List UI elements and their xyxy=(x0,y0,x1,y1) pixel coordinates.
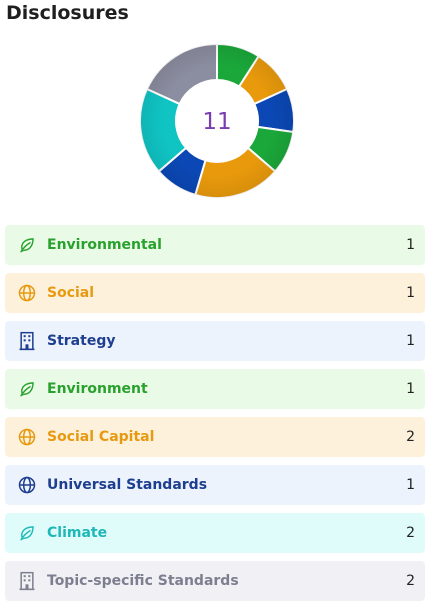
globe-icon xyxy=(17,283,37,303)
category-row[interactable]: Universal Standards 1 xyxy=(5,465,425,505)
category-label: Topic-specific Standards xyxy=(47,573,239,589)
category-label: Environmental xyxy=(47,237,162,253)
leaf-icon xyxy=(17,379,37,399)
building-icon xyxy=(17,331,37,351)
category-label: Climate xyxy=(47,525,108,541)
category-list: Environmental 1 Social 1 Strategy 1 Environmen… xyxy=(5,225,425,609)
category-count: 1 xyxy=(406,237,415,253)
category-row[interactable]: Environment 1 xyxy=(5,369,425,409)
category-count: 2 xyxy=(406,429,415,445)
category-label: Social Capital xyxy=(47,429,155,445)
category-label: Universal Standards xyxy=(47,477,208,493)
category-count: 1 xyxy=(406,285,415,301)
donut-chart-svg xyxy=(139,42,295,199)
category-row[interactable]: Climate 2 xyxy=(5,513,425,553)
category-row[interactable]: Social 1 xyxy=(5,273,425,313)
category-count: 1 xyxy=(406,381,415,397)
building-icon xyxy=(17,571,37,591)
category-row[interactable]: Environmental 1 xyxy=(5,225,425,265)
category-count: 2 xyxy=(406,573,415,589)
total-count: 11 xyxy=(202,109,232,135)
donut-hole xyxy=(176,80,258,162)
category-count: 2 xyxy=(406,525,415,541)
disclosures-donut-chart: 11 xyxy=(137,41,297,201)
globe-icon xyxy=(17,427,37,447)
category-row[interactable]: Strategy 1 xyxy=(5,321,425,361)
category-row[interactable]: Social Capital 2 xyxy=(5,417,425,457)
category-count: 1 xyxy=(406,333,415,349)
category-label: Social xyxy=(47,285,95,301)
category-label: Environment xyxy=(47,381,148,397)
leaf-icon xyxy=(17,523,37,543)
page-title: Disclosures xyxy=(6,2,129,24)
category-label: Strategy xyxy=(47,333,116,349)
leaf-icon xyxy=(17,235,37,255)
category-count: 1 xyxy=(406,477,415,493)
globe-icon xyxy=(17,475,37,495)
category-row[interactable]: Topic-specific Standards 2 xyxy=(5,561,425,601)
